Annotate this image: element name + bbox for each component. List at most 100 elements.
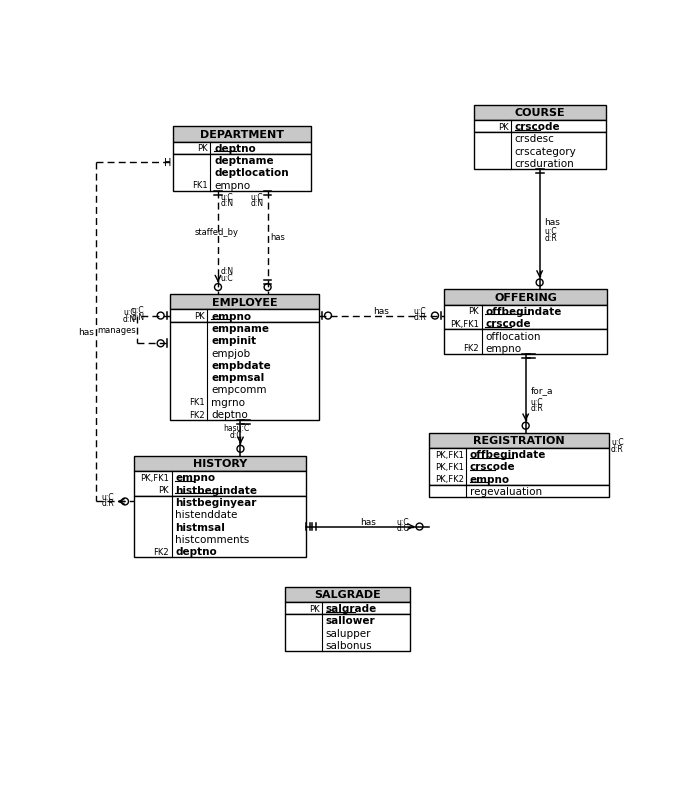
Text: PK: PK (194, 312, 205, 321)
Text: crscode: crscode (515, 122, 560, 132)
Bar (428, 485, 609, 498)
Bar (444, 306, 607, 330)
Text: PK,FK1: PK,FK1 (435, 463, 464, 472)
Text: H: H (164, 157, 172, 168)
Text: empjob: empjob (211, 348, 250, 358)
Text: d:N: d:N (250, 199, 264, 208)
Text: sallower: sallower (326, 616, 375, 626)
Text: offbegindate: offbegindate (470, 450, 546, 460)
Text: u:C: u:C (611, 437, 624, 446)
Text: empcomm: empcomm (211, 385, 266, 395)
Text: has: has (270, 233, 286, 241)
Bar (285, 602, 410, 614)
Text: hasu:C: hasu:C (224, 424, 250, 433)
Text: empinit: empinit (211, 336, 256, 346)
Text: crscode: crscode (470, 462, 515, 472)
Text: histenddate: histenddate (175, 509, 238, 520)
Bar (170, 294, 319, 310)
Text: u:C: u:C (101, 492, 115, 501)
Text: PK: PK (197, 144, 208, 153)
Bar (173, 127, 311, 143)
Text: histbegindate: histbegindate (175, 485, 257, 495)
Text: empbdate: empbdate (211, 360, 270, 371)
Text: PK,FK2: PK,FK2 (435, 475, 464, 484)
Text: u:C: u:C (124, 308, 136, 317)
Text: offbegindate: offbegindate (485, 306, 562, 317)
Text: d:C: d:C (230, 431, 242, 439)
Text: d:R: d:R (531, 404, 543, 413)
Text: u:C: u:C (250, 192, 263, 201)
Text: empno: empno (485, 343, 522, 354)
Text: offlocation: offlocation (485, 331, 541, 341)
Text: u:C: u:C (413, 306, 426, 315)
Bar (444, 330, 607, 354)
Text: deptname: deptname (214, 156, 274, 166)
Text: empno: empno (470, 474, 510, 484)
Bar (170, 322, 319, 421)
Text: empno: empno (175, 472, 215, 483)
Text: histcomments: histcomments (175, 534, 250, 545)
Text: PK,FK1: PK,FK1 (140, 473, 169, 482)
Text: SALGRADE: SALGRADE (314, 589, 381, 600)
Text: REGISTRATION: REGISTRATION (473, 435, 564, 446)
Text: histbeginyear: histbeginyear (175, 497, 257, 508)
Text: deptlocation: deptlocation (214, 168, 288, 178)
Text: PK,FK1: PK,FK1 (451, 319, 479, 328)
Text: manages: manages (97, 326, 136, 334)
Text: FK2: FK2 (189, 410, 205, 419)
Bar (444, 290, 607, 306)
Text: PK,FK1: PK,FK1 (435, 450, 464, 459)
Text: deptno: deptno (211, 410, 248, 419)
Text: PK: PK (469, 307, 479, 316)
Text: empname: empname (211, 323, 269, 334)
Text: crsdesc: crsdesc (515, 134, 555, 144)
Text: crscategory: crscategory (515, 147, 577, 156)
Bar (474, 106, 606, 121)
Text: EMPLOYEE: EMPLOYEE (212, 298, 277, 307)
Text: has: has (78, 328, 94, 337)
Text: OFFERING: OFFERING (494, 293, 557, 302)
Text: COURSE: COURSE (514, 108, 565, 118)
Text: PK: PK (498, 123, 509, 132)
Bar (135, 496, 306, 557)
Text: u:C: u:C (544, 227, 557, 236)
Text: d:R: d:R (413, 313, 426, 322)
Text: crscode: crscode (485, 319, 531, 329)
Bar (173, 143, 311, 155)
Text: HISTORY: HISTORY (193, 459, 248, 469)
Bar (285, 614, 410, 651)
Text: FK2: FK2 (154, 547, 169, 556)
Bar (428, 448, 609, 485)
Text: PK: PK (159, 485, 169, 495)
Bar (170, 310, 319, 322)
Text: d:N: d:N (123, 314, 136, 324)
Text: salgrade: salgrade (326, 603, 377, 614)
Text: deptno: deptno (175, 546, 217, 557)
Bar (285, 587, 410, 602)
Bar (474, 133, 606, 170)
Bar (135, 456, 306, 472)
Text: d:N: d:N (220, 199, 233, 208)
Text: u:C: u:C (531, 397, 543, 406)
Text: d:N: d:N (131, 313, 144, 322)
Text: has: has (544, 218, 560, 227)
Text: deptno: deptno (214, 144, 256, 153)
Text: FK1: FK1 (189, 398, 205, 407)
Text: u:C: u:C (396, 517, 409, 526)
Text: empmsal: empmsal (211, 373, 264, 383)
Text: u:C: u:C (220, 273, 233, 282)
Text: DEPARTMENT: DEPARTMENT (200, 130, 284, 140)
Text: d:C: d:C (396, 523, 409, 533)
Bar (428, 433, 609, 448)
Text: has: has (373, 306, 389, 315)
Text: d:R: d:R (544, 234, 557, 243)
Text: d:R: d:R (611, 445, 624, 454)
Text: mgrno: mgrno (211, 397, 245, 407)
Bar (173, 155, 311, 192)
Bar (474, 121, 606, 133)
Text: salupper: salupper (326, 628, 371, 638)
Text: crsduration: crsduration (515, 159, 575, 169)
Text: u:C: u:C (220, 192, 233, 201)
Text: FK1: FK1 (193, 181, 208, 190)
Text: d:N: d:N (220, 267, 233, 276)
